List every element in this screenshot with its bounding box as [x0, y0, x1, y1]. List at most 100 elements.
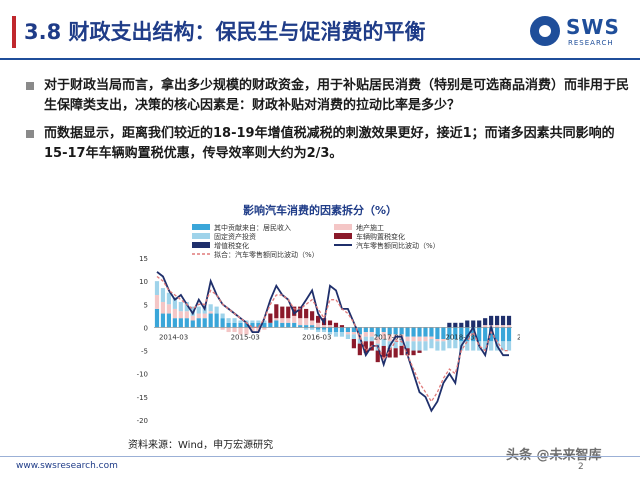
- bar-segment: [483, 325, 488, 328]
- bar-segment: [220, 318, 225, 328]
- legend-label: 固定资产投资: [214, 232, 256, 241]
- bar-segment: [393, 348, 398, 358]
- bar-segment: [411, 327, 416, 337]
- bar-segment: [208, 304, 213, 312]
- bar-segment: [333, 322, 339, 328]
- bar-segment: [339, 332, 345, 337]
- bar-segment: [232, 318, 237, 323]
- bar-segment: [447, 327, 452, 339]
- bar-segment: [178, 311, 183, 319]
- title-divider: [0, 58, 640, 60]
- bar-segment: [500, 325, 506, 328]
- bar-segment: [172, 297, 177, 309]
- bar-segment: [465, 327, 470, 342]
- bar-segment: [500, 341, 506, 351]
- bar-segment: [399, 345, 404, 356]
- series-line-actual: [156, 271, 509, 413]
- legend-swatch: [192, 242, 210, 248]
- bar-segment: [154, 281, 160, 296]
- bar-segment: [321, 327, 327, 330]
- bar-segment: [363, 327, 368, 333]
- bar-segment: [500, 315, 506, 326]
- legend-label: 其中贡献来自：居民收入: [214, 223, 291, 232]
- bar-segment: [357, 327, 362, 335]
- bar-segment: [154, 295, 160, 309]
- bullet-item: 而数据显示，距离我们较近的18-19年增值税减税的刺激效果更好，接近1；而诸多因…: [26, 124, 630, 164]
- bar-segment: [375, 327, 380, 337]
- x-tick-label: 2017-03: [374, 333, 403, 341]
- bar-segment: [172, 308, 177, 319]
- bar-segment: [274, 304, 279, 319]
- bar-segment: [286, 318, 291, 323]
- bar-segment: [280, 322, 285, 328]
- legend-label: 车辆购置税变化: [356, 232, 405, 241]
- bar-segment: [154, 308, 160, 328]
- legend-swatch: [192, 224, 210, 230]
- bar-segment: [315, 329, 321, 333]
- bar-segment: [339, 327, 345, 333]
- x-tick-label: 2014-03: [159, 333, 188, 341]
- bar-segment: [459, 322, 464, 328]
- y-tick-label: -20: [137, 417, 148, 425]
- legend-label: 地产施工: [356, 223, 384, 232]
- y-tick-label: 0: [144, 324, 148, 332]
- bar-segment: [363, 341, 368, 353]
- bar-segment: [286, 306, 291, 319]
- sws-logo-subtext: RESEARCH: [568, 39, 614, 47]
- bar-segment: [202, 313, 207, 319]
- bar-segment: [357, 343, 362, 356]
- bar-segment: [375, 336, 380, 344]
- bar-segment: [453, 322, 458, 328]
- bar-segment: [268, 322, 273, 328]
- bar-segment: [399, 327, 404, 335]
- bar-segment: [244, 322, 249, 328]
- bullet-square-icon: [26, 82, 34, 90]
- bar-segment: [375, 350, 380, 363]
- bar-segment: [327, 325, 333, 328]
- bar-segment: [381, 327, 386, 333]
- bar-segment: [333, 332, 339, 337]
- bar-segment: [417, 327, 422, 337]
- bar-segment: [411, 341, 416, 351]
- y-tick-label: -10: [137, 371, 148, 379]
- bar-segment: [292, 315, 297, 323]
- bar-segment: [310, 311, 315, 321]
- bar-segment: [304, 308, 309, 319]
- slide-header: 3.8 财政支出结构：保民生与促消费的平衡 SWS RESEARCH: [0, 0, 640, 66]
- bar-segment: [208, 313, 213, 328]
- bar-segment: [345, 334, 351, 339]
- bullet-text: 而数据显示，距离我们较近的18-19年增值税减税的刺激效果更好，接近1；而诸多因…: [44, 126, 615, 161]
- bar-segment: [226, 327, 231, 333]
- x-tick-label: 2019-03: [517, 333, 520, 341]
- bar-segment: [310, 327, 315, 330]
- bar-segment: [178, 301, 183, 312]
- bar-segment: [393, 341, 398, 349]
- bar-segment: [489, 315, 494, 326]
- bar-segment: [405, 348, 410, 356]
- bar-segment: [262, 322, 267, 328]
- y-tick-label: -5: [141, 348, 148, 356]
- bar-segment: [441, 339, 446, 342]
- legend-swatch: [334, 224, 352, 230]
- bar-segment: [381, 339, 386, 346]
- bar-segment: [327, 320, 333, 326]
- bar-segment: [387, 327, 392, 335]
- bar-segment: [369, 332, 374, 337]
- bar-segment: [351, 327, 356, 333]
- y-tick-label: -15: [137, 394, 148, 402]
- bar-segment: [190, 315, 195, 321]
- bar-segment: [477, 320, 482, 328]
- bar-segment: [387, 334, 392, 342]
- bar-segment: [417, 341, 422, 351]
- bar-segment: [345, 327, 351, 333]
- bar-segment: [351, 332, 356, 335]
- bar-segment: [405, 327, 410, 337]
- bar-segment: [506, 325, 512, 328]
- bar-segment: [411, 336, 416, 342]
- bar-segment: [250, 320, 255, 323]
- bar-segment: [214, 313, 219, 328]
- series-line-fitted: [156, 275, 509, 403]
- x-tick-label: 2018-03: [445, 333, 474, 341]
- bar-segment: [441, 341, 446, 351]
- bar-segment: [506, 315, 512, 326]
